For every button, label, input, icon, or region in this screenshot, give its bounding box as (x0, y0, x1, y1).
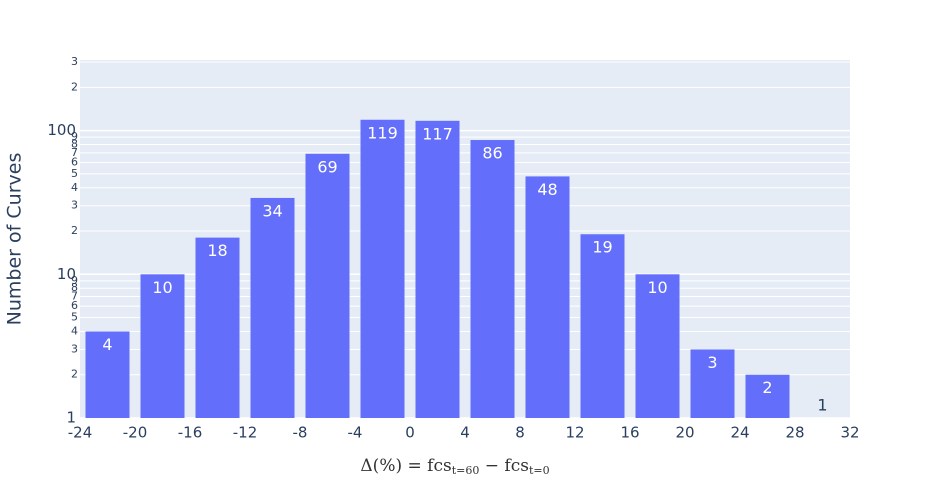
bar (360, 119, 405, 418)
y-tick-label: 9 (71, 274, 78, 287)
x-axis-title-part: Δ(%) = fcs (360, 456, 451, 476)
y-tick-label: 5 (71, 167, 78, 180)
y-tick-label: 10 (57, 265, 76, 283)
value-label: 3 (707, 353, 717, 372)
value-label: 119 (367, 123, 398, 142)
y-tick-label: 3 (71, 199, 78, 212)
x-axis-title-part: − fcs (479, 456, 529, 476)
x-tick-label: 20 (675, 424, 694, 442)
y-tick-label: 100 (47, 121, 76, 139)
y-tick-label: 6 (71, 155, 78, 168)
bar (580, 234, 625, 418)
x-tick-label: 8 (515, 424, 525, 442)
y-tick-label: 1 (66, 409, 76, 427)
value-label: 10 (647, 278, 667, 297)
value-label: 19 (592, 238, 612, 257)
y-tick-label: 2 (71, 224, 78, 237)
x-tick-label: 0 (405, 424, 415, 442)
x-tick-label: -12 (233, 424, 258, 442)
y-tick-label: 5 (71, 311, 78, 324)
value-label: 117 (422, 124, 453, 143)
y-tick-label: 7 (71, 290, 78, 303)
bar (745, 374, 790, 418)
x-axis-title: Δ(%) = fcst=60 − fcst=0 (360, 456, 549, 478)
value-label: 86 (482, 144, 502, 163)
bar (250, 197, 295, 418)
value-label: 2 (762, 378, 772, 397)
y-tick-label: 2 (71, 368, 78, 381)
x-tick-label: -16 (178, 424, 203, 442)
bar (195, 237, 240, 418)
value-label: 10 (152, 278, 172, 297)
value-label: 4 (102, 335, 112, 354)
x-axis-title-sub: t=60 (452, 464, 480, 477)
value-label: 69 (317, 157, 337, 176)
y-tick-label: 4 (71, 324, 78, 337)
bar (690, 349, 735, 418)
x-tick-label: 16 (620, 424, 639, 442)
x-tick-label: 4 (460, 424, 470, 442)
y-tick-label: 6 (71, 299, 78, 312)
y-tick-label: 3 (71, 55, 78, 68)
bar (140, 274, 185, 418)
y-tick-label: 7 (71, 146, 78, 159)
bar (470, 140, 515, 419)
y-tick-label: 2 (71, 80, 78, 93)
x-tick-label: -24 (68, 424, 93, 442)
x-tick-label: 12 (565, 424, 584, 442)
value-label: 18 (207, 241, 227, 260)
bar (525, 176, 570, 418)
y-tick-label: 8 (71, 281, 78, 294)
y-tick-label: 3 (71, 342, 78, 355)
x-tick-label: -20 (123, 424, 148, 442)
y-tick-label: 8 (71, 138, 78, 151)
y-axis-title: Number of Curves (4, 153, 26, 326)
bar (635, 274, 680, 418)
x-axis-title-sub: t=0 (529, 464, 550, 477)
bar (415, 120, 460, 418)
x-tick-label: 32 (840, 424, 859, 442)
value-label: 48 (537, 180, 557, 199)
value-label: 34 (262, 201, 282, 220)
x-tick-label: -8 (293, 424, 308, 442)
y-tick-label: 9 (71, 130, 78, 143)
x-tick-label: -4 (348, 424, 363, 442)
x-tick-label: 24 (730, 424, 749, 442)
bar (85, 331, 130, 418)
value-label: 1 (817, 396, 827, 415)
y-tick-label: 4 (71, 181, 78, 194)
x-tick-label: 28 (785, 424, 804, 442)
bar (305, 153, 350, 418)
